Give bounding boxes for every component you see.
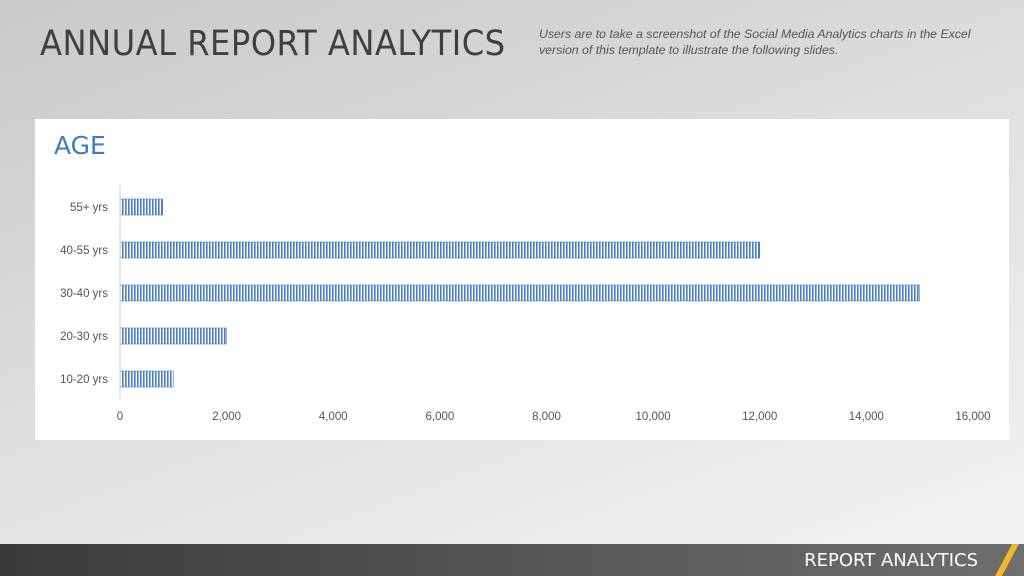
bar-20-30-yrs (119, 327, 227, 345)
x-tick-label: 2,000 (212, 411, 241, 423)
bar-10-20-yrs (119, 370, 174, 388)
bar-55-yrs (119, 198, 163, 216)
age-bar-chart: 55+ yrs 40-55 yrs 30-40 yrs 20-30 yrs 10-20 … (60, 185, 991, 423)
x-tick-label: 8,000 (532, 411, 561, 423)
x-tick-label: 14,000 (849, 411, 884, 423)
x-tick-label: 0 (117, 411, 123, 423)
x-tick-label: 4,000 (319, 411, 348, 423)
y-tick-label: 40-55 yrs (60, 245, 108, 257)
footer-accent-stripe (992, 544, 1024, 576)
chart-title: AGE (54, 131, 106, 160)
footer-label: REPORT ANALYTICS (804, 550, 978, 571)
y-tick-label: 10-20 yrs (60, 374, 108, 386)
chart-card: AGE 55+ yrs 40-55 yrs 30-40 yrs 20-30 yrs 10… (35, 119, 1009, 440)
bar-40-55-yrs (119, 241, 761, 259)
x-tick-label: 6,000 (425, 411, 454, 423)
y-tick-label: 55+ yrs (70, 202, 108, 214)
y-tick-label: 20-30 yrs (60, 331, 108, 343)
footer-bar: REPORT ANALYTICS (0, 544, 1024, 576)
y-tick-label: 30-40 yrs (60, 288, 108, 300)
x-tick-label: 16,000 (955, 411, 990, 423)
x-tick-label: 10,000 (636, 411, 671, 423)
x-tick-label: 12,000 (742, 411, 777, 423)
bar-30-40-yrs (119, 284, 920, 302)
slide-note: Users are to take a screenshot of the So… (539, 27, 971, 57)
slide-title: ANNUAL REPORT ANALYTICS (40, 24, 506, 64)
